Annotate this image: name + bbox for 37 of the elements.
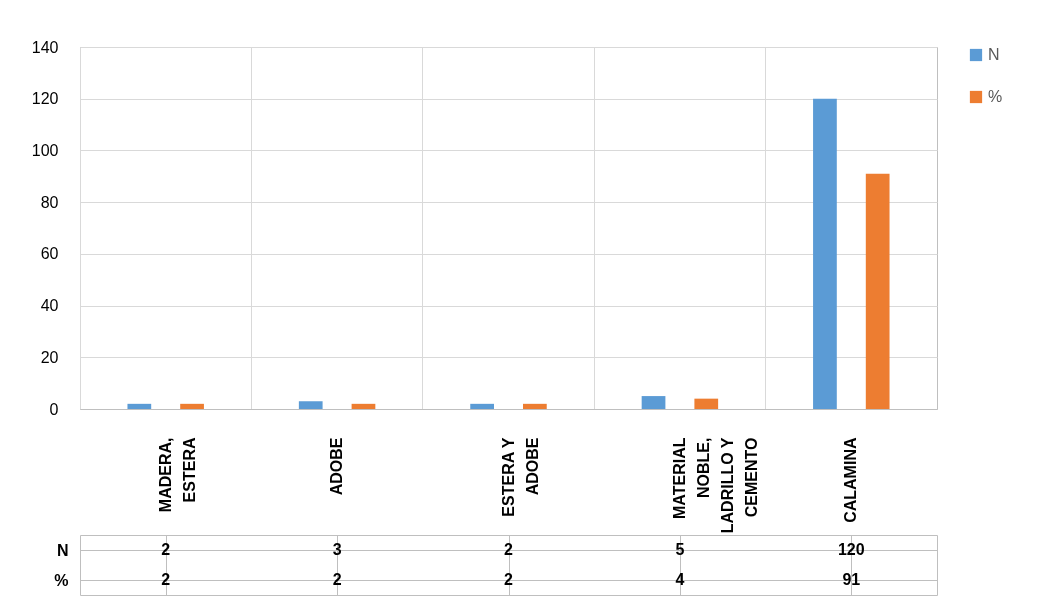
data-label: 2 <box>504 571 514 588</box>
data-label: 3 <box>332 541 342 558</box>
data-label: 2 <box>161 541 171 558</box>
y-tick-label: 60 <box>40 245 59 263</box>
y-tick-label: 100 <box>31 141 59 159</box>
text: N <box>56 541 69 559</box>
y-tick-label: 120 <box>31 90 59 108</box>
bar <box>298 401 323 409</box>
x-tick-label: CALAMINA <box>842 437 860 523</box>
legend-label: N <box>988 46 1000 63</box>
y-tick-label: 0 <box>49 400 59 418</box>
bar <box>351 403 376 409</box>
bar <box>523 403 547 409</box>
text: % <box>54 571 69 589</box>
data-label: 120 <box>837 541 865 558</box>
data-label: 2 <box>332 571 342 588</box>
data-label: 2 <box>161 571 171 588</box>
x-tick-label: MADERA, ESTERA <box>156 437 198 513</box>
bar <box>127 403 152 409</box>
data-label: 5 <box>675 541 685 558</box>
bar <box>470 403 494 409</box>
legend-label: % <box>988 88 1003 105</box>
x-tick-label: ESTERA Y ADOBE <box>499 437 541 517</box>
y-tick-label: 80 <box>40 193 59 211</box>
y-tick-label: 140 <box>31 38 59 56</box>
bar <box>813 98 837 409</box>
x-tick-label: ADOBE <box>328 437 346 496</box>
y-tick-label: 40 <box>40 297 59 315</box>
data-label: 91 <box>842 571 861 588</box>
x-tick-label: MATERIAL NOBLE, LADRILLO Y CEMENTO <box>670 437 760 534</box>
data-label: 2 <box>504 541 514 558</box>
bar <box>180 403 204 409</box>
bar <box>694 398 719 409</box>
bar <box>865 173 890 409</box>
data-label: 4 <box>675 571 685 588</box>
y-tick-label: 20 <box>40 348 59 366</box>
bar <box>641 396 666 409</box>
